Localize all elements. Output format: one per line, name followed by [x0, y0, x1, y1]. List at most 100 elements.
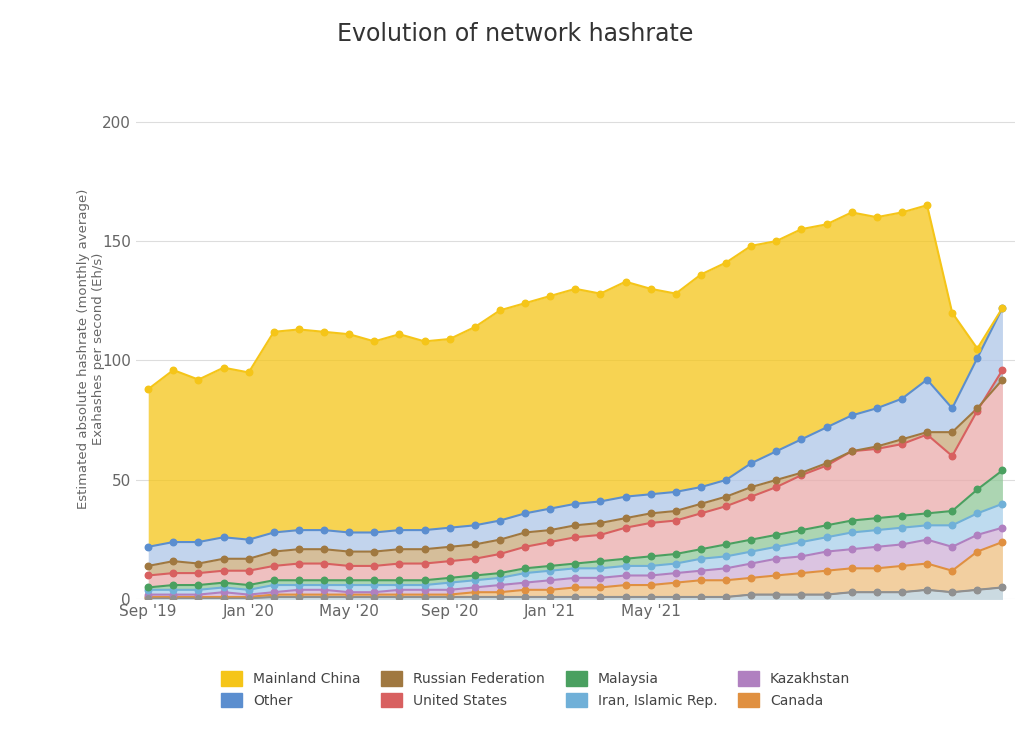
Point	[290, 580, 307, 591]
Point	[818, 457, 834, 469]
Point	[467, 553, 483, 564]
Point	[994, 582, 1010, 593]
Point	[969, 529, 986, 541]
Point	[592, 517, 609, 529]
Point	[743, 558, 759, 569]
Point	[542, 591, 558, 603]
Point	[215, 531, 232, 543]
Point	[868, 512, 885, 524]
Point	[517, 584, 534, 596]
Point	[969, 405, 986, 416]
Point	[718, 474, 734, 486]
Point	[868, 402, 885, 414]
Point	[994, 537, 1010, 548]
Point	[969, 546, 986, 558]
Point	[693, 591, 710, 603]
Point	[667, 591, 684, 603]
Point	[391, 589, 408, 601]
Point	[215, 593, 232, 604]
Point	[266, 560, 282, 572]
Point	[643, 591, 659, 603]
Point	[743, 589, 759, 601]
Point	[969, 507, 986, 519]
Point	[818, 219, 834, 230]
Point	[919, 426, 935, 438]
Point	[693, 591, 710, 603]
Point	[844, 586, 860, 598]
Point	[718, 257, 734, 268]
Point	[215, 582, 232, 593]
Point	[643, 507, 659, 519]
Point	[240, 534, 256, 545]
Point	[818, 460, 834, 472]
Point	[517, 526, 534, 538]
Point	[768, 529, 785, 541]
Point	[341, 591, 357, 603]
Point	[868, 440, 885, 452]
Point	[818, 531, 834, 543]
Point	[240, 589, 256, 601]
Point	[517, 567, 534, 579]
Point	[868, 211, 885, 223]
Point	[844, 410, 860, 421]
Point	[844, 206, 860, 218]
Point	[140, 541, 157, 553]
Point	[140, 593, 157, 604]
Point	[943, 402, 960, 414]
Point	[391, 591, 408, 603]
Point	[643, 550, 659, 562]
Point	[290, 591, 307, 603]
Point	[416, 591, 433, 603]
Point	[617, 512, 633, 524]
Point	[943, 586, 960, 598]
Point	[894, 560, 911, 572]
Point	[568, 531, 584, 543]
Legend: Mainland China, Other, Russian Federation, United States, Malaysia, Iran, Islami: Mainland China, Other, Russian Federatio…	[214, 664, 857, 714]
Point	[643, 569, 659, 581]
Point	[290, 574, 307, 586]
Point	[943, 565, 960, 577]
Point	[542, 574, 558, 586]
Point	[969, 352, 986, 364]
Point	[491, 591, 508, 603]
Point	[191, 558, 207, 569]
Point	[165, 589, 181, 601]
Point	[693, 498, 710, 510]
Point	[467, 321, 483, 333]
Point	[693, 565, 710, 577]
Point	[341, 580, 357, 591]
Point	[592, 529, 609, 541]
Point	[943, 586, 960, 598]
Point	[592, 555, 609, 567]
Point	[743, 481, 759, 493]
Point	[416, 335, 433, 347]
Point	[542, 290, 558, 302]
Point	[818, 546, 834, 558]
Point	[442, 589, 458, 601]
Point	[416, 543, 433, 555]
Point	[667, 505, 684, 517]
Point	[240, 591, 256, 603]
Point	[844, 515, 860, 526]
Point	[743, 240, 759, 252]
Point	[140, 589, 157, 601]
Point	[341, 526, 357, 538]
Point	[542, 591, 558, 603]
Point	[491, 580, 508, 591]
Point	[793, 567, 810, 579]
Point	[391, 591, 408, 603]
Point	[718, 539, 734, 550]
Point	[894, 586, 911, 598]
Y-axis label: Estimated absolute hashrate (monthly average)
Exahashes per second (Eh/s): Estimated absolute hashrate (monthly ave…	[77, 188, 105, 509]
Point	[316, 584, 333, 596]
Point	[341, 589, 357, 601]
Point	[366, 589, 382, 601]
Point	[818, 589, 834, 601]
Point	[165, 580, 181, 591]
Point	[592, 591, 609, 603]
Point	[316, 558, 333, 569]
Point	[416, 558, 433, 569]
Point	[919, 558, 935, 569]
Point	[718, 500, 734, 512]
Point	[416, 524, 433, 536]
